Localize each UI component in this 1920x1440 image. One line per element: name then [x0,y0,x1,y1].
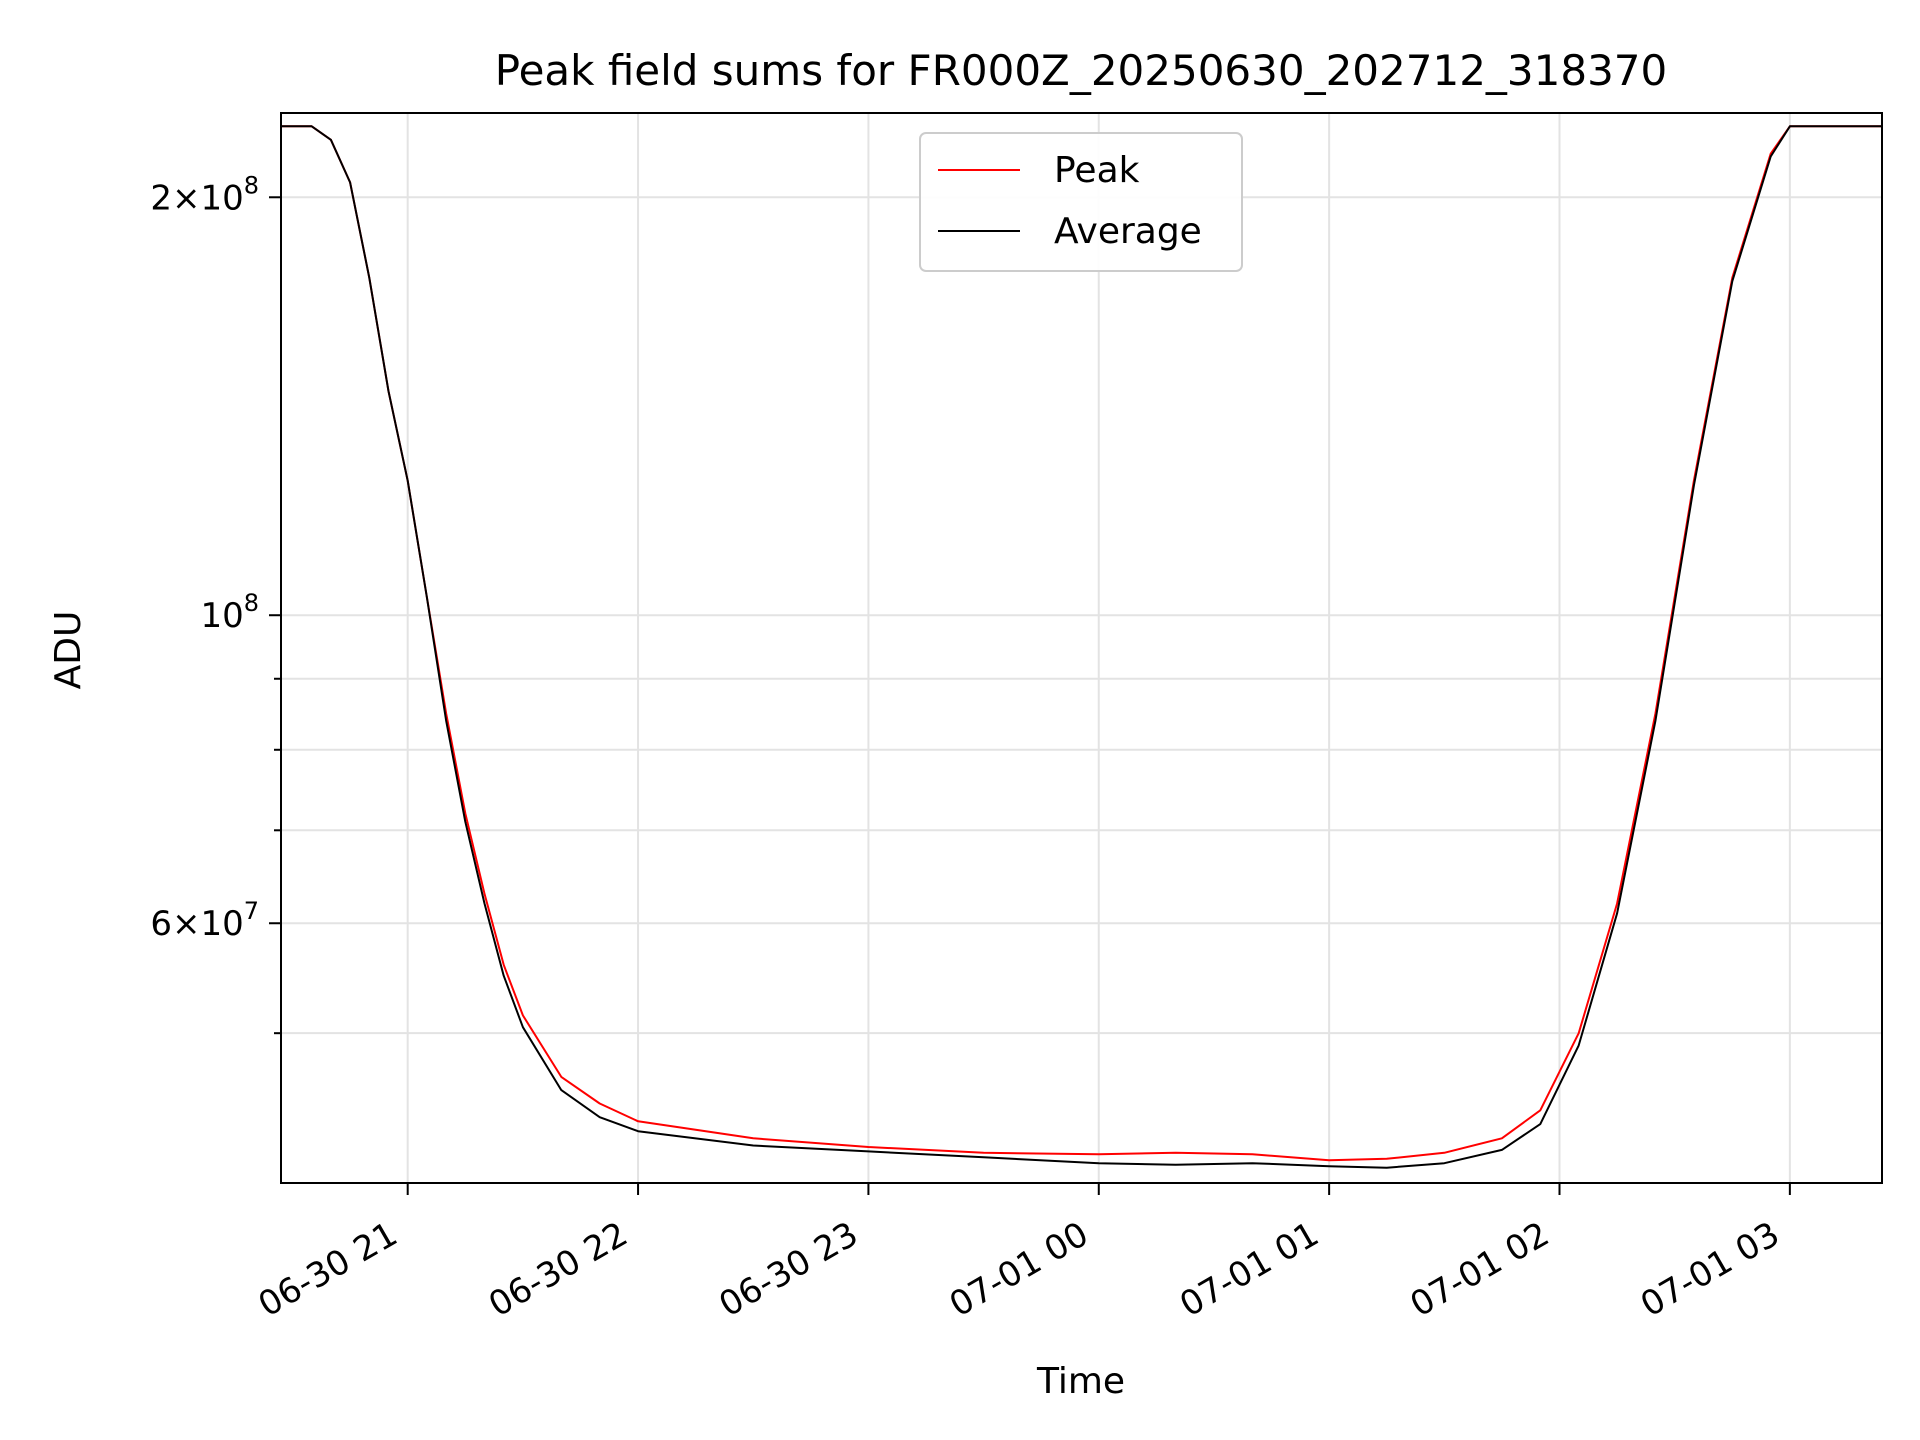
legend-box [919,132,1243,272]
series-line-average [281,125,1882,1169]
y-tick-label: 2×108 [150,171,259,218]
legend-average-label: Average [1054,211,1202,252]
plot-area [281,125,1882,1169]
y-tick-label: 108 [200,589,259,636]
chart-title: Peak field sums for FR000Z_20250630_2027… [495,46,1668,95]
y-tick-label: 6×107 [150,897,259,944]
y-axis-label: ADU [48,611,89,690]
grid [281,113,1882,1183]
plot-frame [280,112,1883,1184]
x-axis-label: Time [1036,1361,1125,1402]
legend-peak-label: Peak [1054,150,1140,191]
legend: Peak Average [919,132,1243,272]
